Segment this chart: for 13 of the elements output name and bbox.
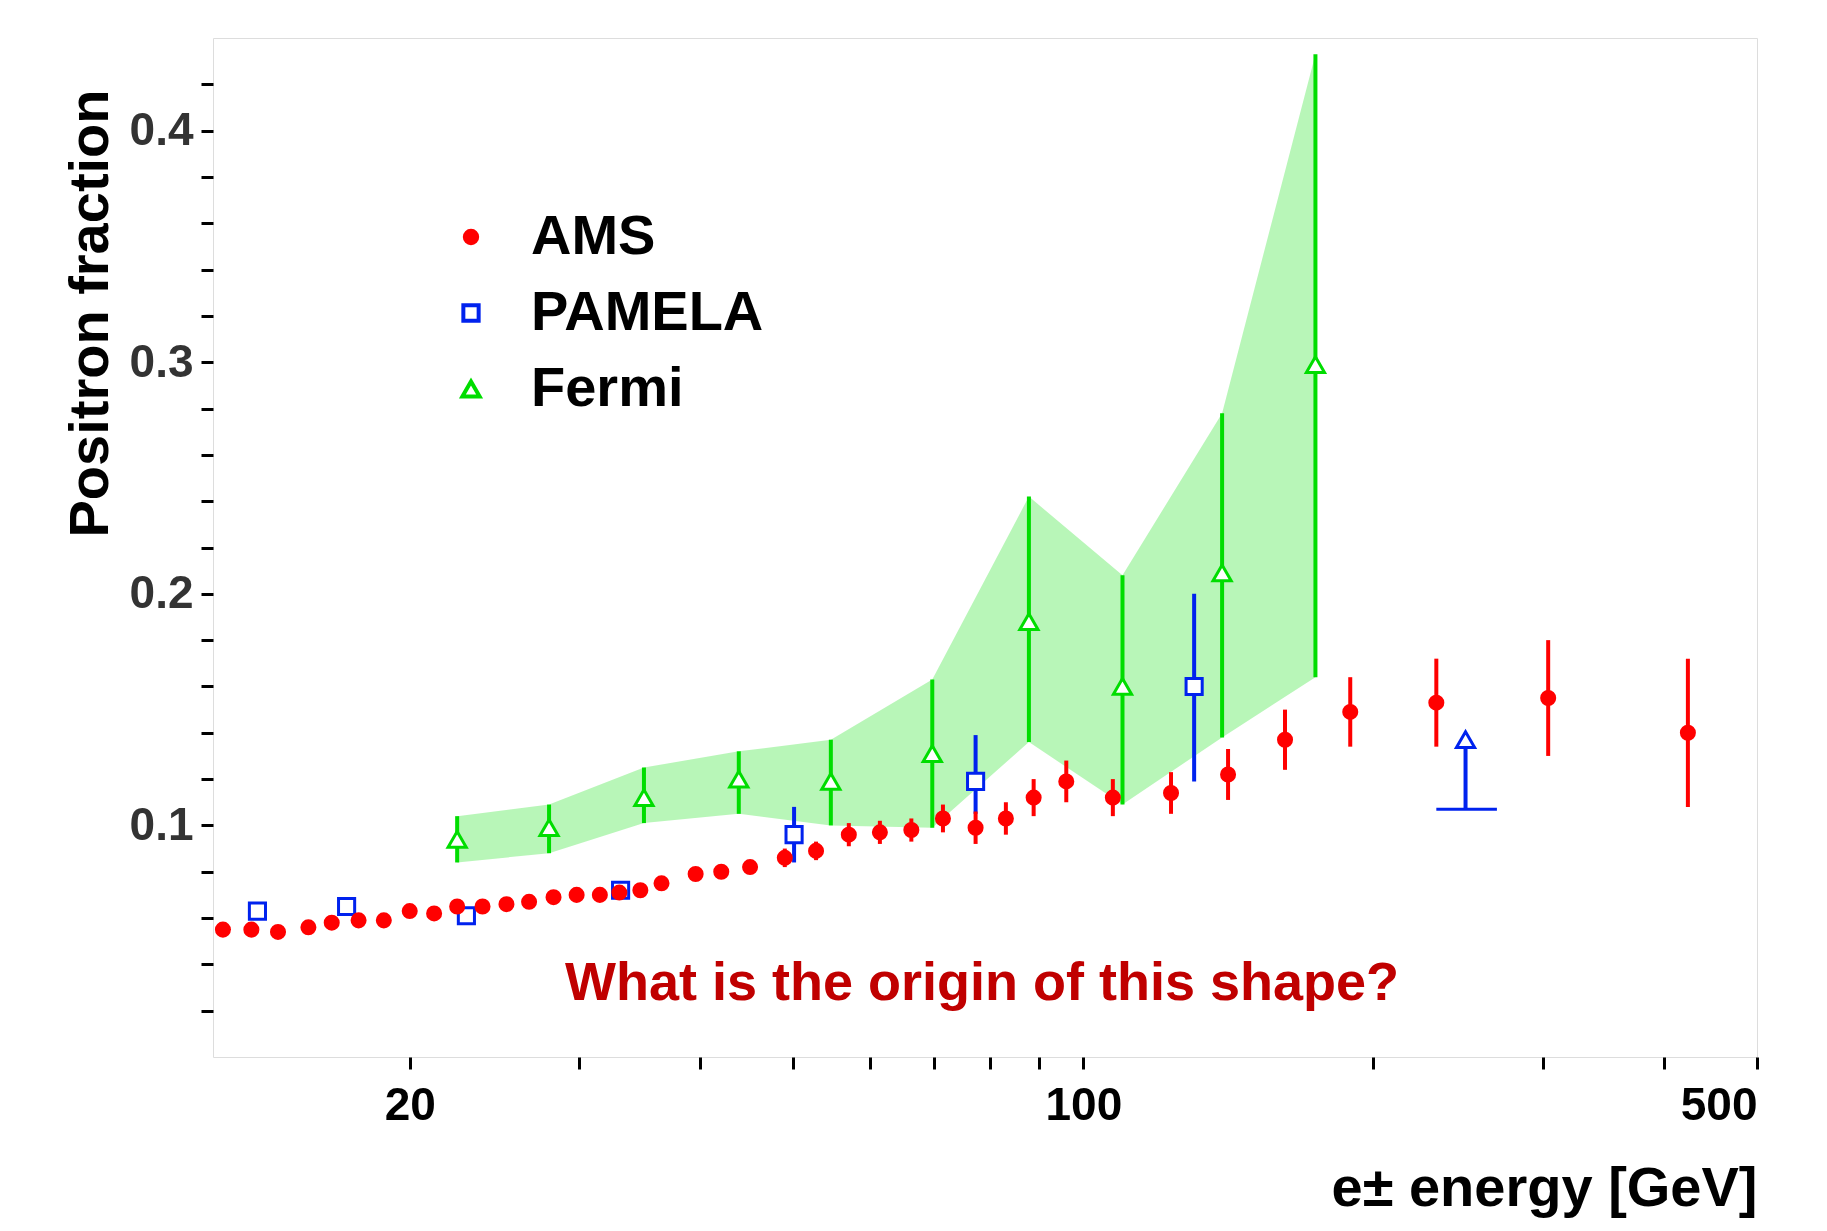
- y-tick-label: 0.3: [129, 334, 194, 387]
- legend-label: Fermi: [531, 355, 684, 418]
- y-tick-label: 0.1: [129, 797, 194, 850]
- legend-label: PAMELA: [531, 279, 764, 342]
- legend-label: AMS: [531, 203, 656, 266]
- y-tick-label: 0.4: [129, 103, 194, 156]
- y-axis-title: Positron fraction: [56, 89, 120, 538]
- x-tick-label: 500: [1680, 1077, 1758, 1130]
- x-axis-title: e± energy [GeV]: [1331, 1154, 1758, 1218]
- x-tick-label: 20: [384, 1077, 436, 1130]
- x-tick-label: 100: [1045, 1077, 1123, 1130]
- annotation: What is the origin of this shape?: [564, 951, 1400, 1011]
- y-tick-label: 0.2: [129, 566, 194, 619]
